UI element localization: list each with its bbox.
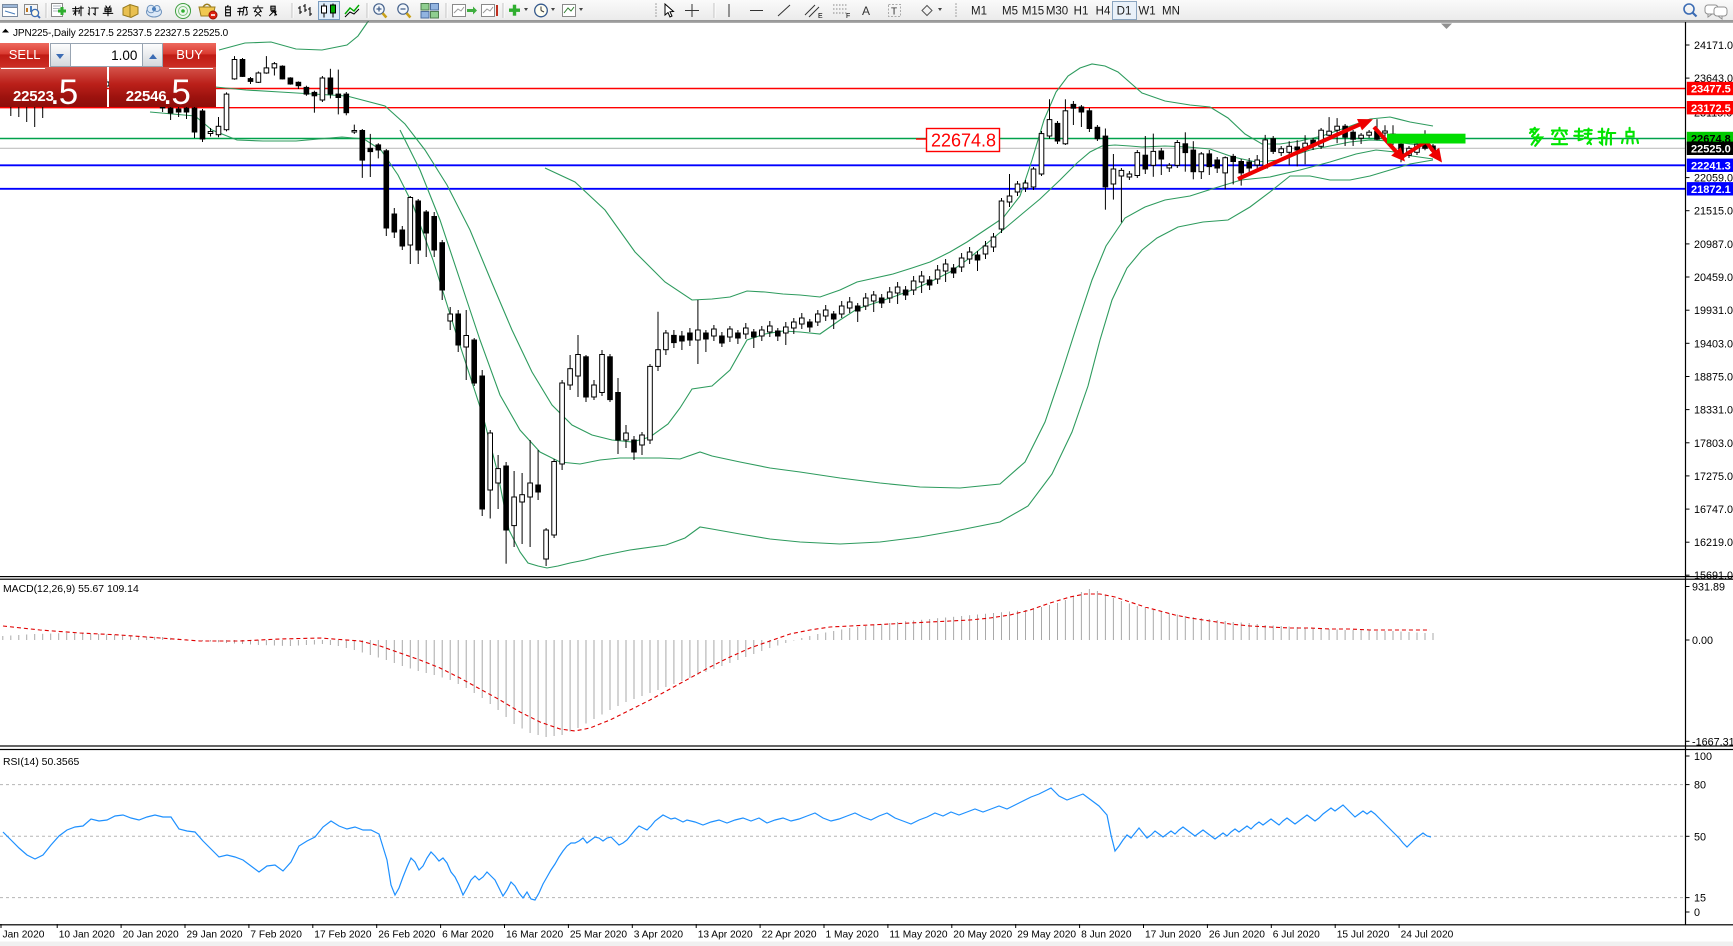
svg-text:15691.0: 15691.0 — [1694, 570, 1733, 582]
svg-text:JPN225-,Daily 22517.5 22537.5: JPN225-,Daily 22517.5 22537.5 22327.5 22… — [13, 28, 229, 39]
svg-text:11 May 2020: 11 May 2020 — [889, 930, 947, 941]
svg-text:0: 0 — [1694, 907, 1700, 919]
svg-text:H1: H1 — [1074, 6, 1089, 18]
svg-text:931.89: 931.89 — [1692, 582, 1725, 594]
svg-text:20459.0: 20459.0 — [1694, 272, 1733, 284]
svg-text:19931.0: 19931.0 — [1694, 305, 1733, 317]
svg-text:17275.0: 17275.0 — [1694, 471, 1733, 483]
svg-text:80: 80 — [1694, 780, 1706, 792]
svg-text:16 Mar 2020: 16 Mar 2020 — [506, 930, 564, 941]
svg-text:13 Apr 2020: 13 Apr 2020 — [698, 930, 753, 941]
svg-text:-1667.31: -1667.31 — [1692, 736, 1733, 748]
svg-text:16219.0: 16219.0 — [1694, 537, 1733, 549]
svg-text:26 Feb 2020: 26 Feb 2020 — [378, 930, 436, 941]
svg-text:15: 15 — [1694, 893, 1706, 905]
svg-text:MN: MN — [1162, 6, 1180, 18]
svg-text:17803.0: 17803.0 — [1694, 438, 1733, 450]
svg-text:22059.0: 22059.0 — [1694, 173, 1733, 185]
svg-text:M1: M1 — [971, 6, 987, 18]
svg-text:H4: H4 — [1096, 6, 1111, 18]
svg-text:3 Apr 2020: 3 Apr 2020 — [634, 930, 684, 941]
svg-text:RSI(14) 50.3565: RSI(14) 50.3565 — [3, 757, 79, 768]
svg-text:7 Feb 2020: 7 Feb 2020 — [250, 930, 302, 941]
svg-text:6 Jul 2020: 6 Jul 2020 — [1273, 930, 1320, 941]
svg-text:W1: W1 — [1138, 6, 1155, 18]
svg-text:A: A — [862, 4, 870, 18]
svg-text:25 Mar 2020: 25 Mar 2020 — [570, 930, 628, 941]
svg-text:22674.8: 22674.8 — [931, 131, 996, 151]
svg-text:21515.0: 21515.0 — [1694, 206, 1733, 218]
svg-text:M30: M30 — [1046, 6, 1068, 18]
svg-text:50: 50 — [1694, 831, 1706, 843]
svg-text:18875.0: 18875.0 — [1694, 372, 1733, 384]
svg-text:Jan 2020: Jan 2020 — [3, 930, 45, 941]
svg-text:22525.0: 22525.0 — [1691, 144, 1731, 156]
svg-text:26 Jun 2020: 26 Jun 2020 — [1209, 930, 1265, 941]
svg-text:0.00: 0.00 — [1692, 635, 1713, 647]
svg-text:20987.0: 20987.0 — [1694, 239, 1733, 251]
svg-text:19403.0: 19403.0 — [1694, 338, 1733, 350]
svg-text:22 Apr 2020: 22 Apr 2020 — [762, 930, 817, 941]
svg-text:22241.3: 22241.3 — [1691, 161, 1731, 173]
svg-text:21872.1: 21872.1 — [1691, 184, 1731, 196]
svg-text:100: 100 — [1694, 751, 1712, 763]
svg-text:24 Jul 2020: 24 Jul 2020 — [1401, 930, 1454, 941]
svg-text:M5: M5 — [1002, 6, 1018, 18]
svg-text:20 Jan 2020: 20 Jan 2020 — [123, 930, 179, 941]
svg-text:20 May 2020: 20 May 2020 — [953, 930, 1012, 941]
svg-text:24171.0: 24171.0 — [1694, 40, 1733, 52]
svg-text:6 Mar 2020: 6 Mar 2020 — [442, 930, 494, 941]
svg-text:23477.5: 23477.5 — [1691, 84, 1731, 96]
svg-text:15 Jul 2020: 15 Jul 2020 — [1337, 930, 1390, 941]
svg-text:29 Jan 2020: 29 Jan 2020 — [187, 930, 243, 941]
svg-text:1 May 2020: 1 May 2020 — [826, 930, 880, 941]
svg-text:8 Jun 2020: 8 Jun 2020 — [1081, 930, 1132, 941]
svg-text:23172.5: 23172.5 — [1691, 103, 1731, 115]
svg-text:10 Jan 2020: 10 Jan 2020 — [59, 930, 115, 941]
svg-text:M15: M15 — [1022, 6, 1044, 18]
svg-text:16747.0: 16747.0 — [1694, 504, 1733, 516]
svg-text:18331.0: 18331.0 — [1694, 405, 1733, 417]
svg-text:MACD(12,26,9) 55.67 109.14: MACD(12,26,9) 55.67 109.14 — [3, 584, 139, 595]
svg-text:D1: D1 — [1117, 6, 1132, 18]
svg-text:17 Jun 2020: 17 Jun 2020 — [1145, 930, 1201, 941]
svg-text:29 May 2020: 29 May 2020 — [1017, 930, 1076, 941]
svg-text:F: F — [846, 13, 850, 20]
svg-text:E: E — [818, 13, 823, 20]
svg-text:17 Feb 2020: 17 Feb 2020 — [314, 930, 372, 941]
svg-text:T: T — [891, 7, 897, 18]
